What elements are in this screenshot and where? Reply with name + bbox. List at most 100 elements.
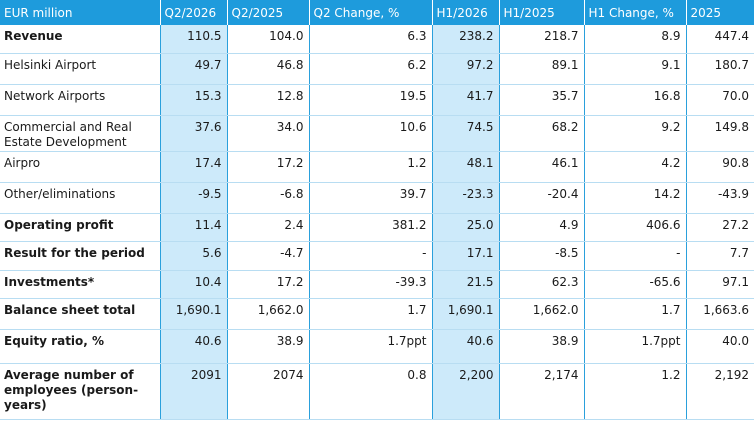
table-cell: -20.4 [499,182,585,214]
row-label: Commercial and Real Estate Development [0,115,161,152]
table-cell: 2091 [160,363,228,420]
table-cell: 35.7 [499,84,585,116]
table-row: Equity ratio, % 40.6 38.9 1.7ppt 40.6 38.9 1.7… [0,329,754,364]
header-h1-change: H1 Change, % [584,0,687,25]
table-cell: 9.1 [584,53,687,85]
header-q2-change: Q2 Change, % [309,0,433,25]
table-cell: 218.7 [499,25,585,54]
table-cell: -8.5 [499,241,585,271]
table-cell: 40.6 [160,329,228,364]
table-cell: 38.9 [227,329,310,364]
header-h1-2026: H1/2026 [432,0,500,25]
table-cell: 1.7ppt [584,329,687,364]
table-cell: 104.0 [227,25,310,54]
table-cell: -4.7 [227,241,310,271]
row-label: Revenue [0,25,161,54]
table-cell: 447.4 [686,25,754,54]
table-cell: 1,662.0 [499,298,585,330]
header-q2-2025: Q2/2025 [227,0,310,25]
table-cell: 1.7 [584,298,687,330]
row-label: Average number of employees (person-year… [0,363,161,420]
table-cell: 27.2 [686,213,754,242]
table-cell: 40.6 [432,329,500,364]
row-label: Result for the period [0,241,161,271]
row-label: Other/eliminations [0,182,161,214]
table-cell: 0.8 [309,363,433,420]
table-cell: 90.8 [686,151,754,183]
table-cell: 38.9 [499,329,585,364]
table-cell: 46.8 [227,53,310,85]
row-label: Helsinki Airport [0,53,161,85]
table-cell: 10.4 [160,270,228,299]
table-cell: 17.2 [227,270,310,299]
table-cell: 2.4 [227,213,310,242]
table-cell: 1,662.0 [227,298,310,330]
table-row: Revenue 110.5 104.0 6.3 238.2 218.7 8.9 447.4 [0,25,754,54]
table-cell: 46.1 [499,151,585,183]
table-row: Other/eliminations -9.5 -6.8 39.7 -23.3 -20.4… [0,182,754,214]
table-cell: 21.5 [432,270,500,299]
table-cell: 19.5 [309,84,433,116]
header-row: EUR million Q2/2026 Q2/2025 Q2 Change, %… [0,0,754,25]
table-row: Helsinki Airport 49.7 46.8 6.2 97.2 89.1 9.1 18… [0,53,754,85]
header-h1-2025: H1/2025 [499,0,585,25]
table-cell: 39.7 [309,182,433,214]
table-cell: 37.6 [160,115,228,152]
table-cell: 110.5 [160,25,228,54]
table-cell: 1,663.6 [686,298,754,330]
table-cell: 2,200 [432,363,500,420]
table-cell: -6.8 [227,182,310,214]
table-cell: 1.7ppt [309,329,433,364]
table-cell: 1.2 [309,151,433,183]
table-row: Network Airports 15.3 12.8 19.5 41.7 35.7 16.8… [0,84,754,116]
table-cell: 2074 [227,363,310,420]
table-cell: 8.9 [584,25,687,54]
table-cell: -9.5 [160,182,228,214]
table-cell: 238.2 [432,25,500,54]
table-cell: 16.8 [584,84,687,116]
table-cell: 381.2 [309,213,433,242]
table-cell: 40.0 [686,329,754,364]
table-cell: 70.0 [686,84,754,116]
table-cell: 1,690.1 [432,298,500,330]
table-cell: 6.2 [309,53,433,85]
table-cell: 34.0 [227,115,310,152]
table-cell: 180.7 [686,53,754,85]
table-cell: 7.7 [686,241,754,271]
table-cell: 17.2 [227,151,310,183]
table-cell: 14.2 [584,182,687,214]
table-cell: 2,174 [499,363,585,420]
table-cell: 1.7 [309,298,433,330]
table-cell: 68.2 [499,115,585,152]
row-label: Balance sheet total [0,298,161,330]
table-cell: 149.8 [686,115,754,152]
table-cell: 97.1 [686,270,754,299]
table-row: Operating profit 11.4 2.4 381.2 25.0 4.9 406.6… [0,213,754,242]
table-cell: -65.6 [584,270,687,299]
header-2025: 2025 [686,0,754,25]
table-cell: 17.4 [160,151,228,183]
table-cell: 1,690.1 [160,298,228,330]
row-label: Network Airports [0,84,161,116]
table-row: Airpro 17.4 17.2 1.2 48.1 46.1 4.2 90.8 [0,151,754,183]
table-cell: 62.3 [499,270,585,299]
table-cell: 2,192 [686,363,754,420]
table-cell: 4.2 [584,151,687,183]
table-cell: 48.1 [432,151,500,183]
row-label: Operating profit [0,213,161,242]
table-cell: 25.0 [432,213,500,242]
table-cell: 4.9 [499,213,585,242]
row-label: Airpro [0,151,161,183]
table-row: Balance sheet total 1,690.1 1,662.0 1.7 1,69… [0,298,754,330]
table-cell: 15.3 [160,84,228,116]
table-row: Average number of employees (person-year… [0,363,754,420]
header-q2-2026: Q2/2026 [160,0,228,25]
row-label: Investments* [0,270,161,299]
table-cell: -39.3 [309,270,433,299]
table-cell: 49.7 [160,53,228,85]
table-cell: 74.5 [432,115,500,152]
table-cell: 10.6 [309,115,433,152]
table-cell: - [309,241,433,271]
table-cell: 6.3 [309,25,433,54]
